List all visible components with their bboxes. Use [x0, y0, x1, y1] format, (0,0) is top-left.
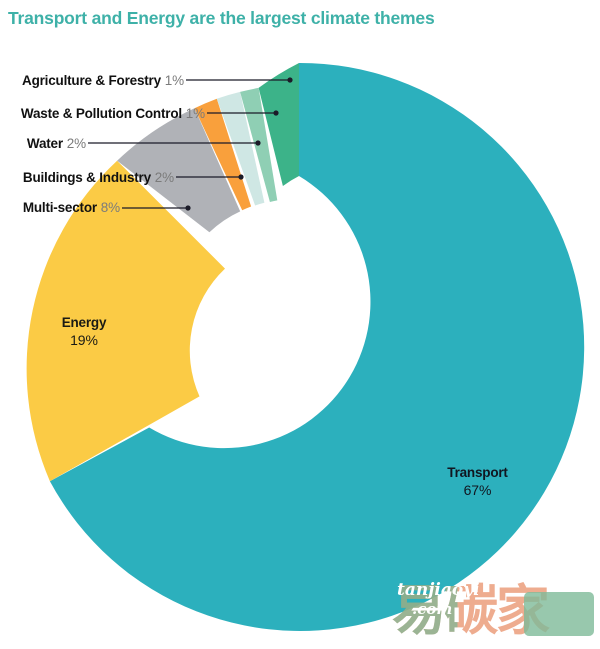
callout-label-water: Water 2% — [8, 137, 86, 151]
slice-label-percent: 19% — [70, 332, 98, 348]
slice-label-name: Energy — [61, 315, 107, 330]
callout-label-agriculture-forestry: Agriculture & Forestry 1% — [8, 74, 184, 88]
leader-dot-buildings-industry — [238, 174, 244, 180]
leader-dot-multi-sector — [185, 205, 191, 211]
slice-multi-sector[interactable] — [117, 108, 241, 233]
leader-dot-waste-pollution-control — [273, 110, 279, 116]
callout-label-buildings-industry: Buildings & Industry 2% — [8, 171, 174, 185]
slice-label-percent: 67% — [463, 482, 492, 498]
slice-buildings-industry[interactable] — [194, 98, 252, 211]
slice-label-energy: Energy 19% — [24, 314, 144, 350]
callout-percent: 2% — [66, 136, 86, 151]
callout-name: Agriculture & Forestry — [22, 73, 161, 88]
slice-label-transport: Transport 67% — [415, 464, 540, 500]
callout-name: Multi-sector — [22, 200, 97, 215]
slice-energy[interactable] — [26, 160, 226, 482]
callout-percent: 1% — [164, 73, 184, 88]
callout-name: Water — [26, 136, 63, 151]
leader-dot-agriculture-forestry — [287, 77, 293, 83]
callout-label-multi-sector: Multi-sector 8% — [8, 201, 120, 215]
slice-transport[interactable] — [49, 62, 585, 631]
slice-water[interactable] — [216, 91, 265, 206]
callout-percent: 1% — [185, 106, 205, 121]
donut-slices — [26, 62, 585, 631]
callout-label-waste-pollution-control: Waste & Pollution Control 1% — [8, 107, 205, 121]
leader-dots — [185, 77, 293, 211]
callout-percent: 8% — [100, 200, 120, 215]
callout-percent: 2% — [154, 170, 174, 185]
slice-label-name: Transport — [447, 465, 508, 480]
leader-dot-water — [255, 140, 261, 146]
callout-name: Waste & Pollution Control — [20, 106, 182, 121]
page-title: Transport and Energy are the largest cli… — [8, 8, 435, 28]
slice-agriculture-forestry[interactable] — [258, 63, 299, 186]
callout-name: Buildings & Industry — [22, 170, 151, 185]
leader-lines — [88, 79, 290, 209]
